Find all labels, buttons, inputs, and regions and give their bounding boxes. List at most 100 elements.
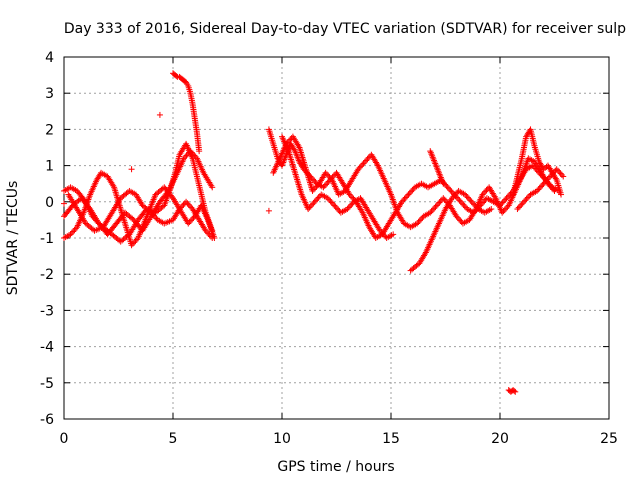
data-point (328, 199, 335, 206)
data-point (435, 200, 442, 207)
data-point (560, 173, 567, 180)
data-point (404, 193, 411, 200)
data-point (323, 171, 330, 178)
data-point (518, 201, 525, 208)
data-point (326, 174, 333, 181)
data-point (322, 169, 329, 176)
data-point (467, 197, 474, 204)
data-point (70, 228, 77, 235)
data-point (450, 193, 457, 200)
data-point (265, 207, 272, 214)
data-point (381, 232, 388, 239)
data-point (415, 219, 422, 226)
data-point (437, 198, 444, 205)
data-point (332, 203, 339, 210)
data-point (327, 198, 334, 205)
data-point (402, 194, 409, 201)
data-point (457, 217, 464, 224)
data-point (502, 196, 509, 203)
data-point (414, 220, 421, 227)
data-point (558, 172, 565, 179)
data-point (187, 203, 194, 210)
data-point (529, 162, 536, 169)
data-point (463, 193, 470, 200)
data-point (315, 194, 322, 201)
data-point (71, 227, 78, 234)
x-axis-label: GPS time / hours (277, 459, 394, 475)
data-point (129, 215, 136, 222)
data-point (184, 200, 191, 207)
data-point (307, 203, 314, 210)
y-tick-label: 2 (45, 122, 54, 138)
data-point (390, 231, 397, 238)
data-point (202, 227, 209, 234)
data-point (209, 184, 216, 191)
data-point (449, 195, 456, 202)
y-tick-label: 4 (45, 50, 54, 66)
data-point (346, 191, 353, 198)
data-point (440, 180, 447, 187)
data-point (554, 167, 561, 174)
data-point (363, 157, 370, 164)
data-point (180, 201, 187, 208)
data-point (324, 179, 331, 186)
data-point (431, 205, 438, 212)
data-point (547, 183, 554, 190)
data-point (432, 203, 439, 210)
data-point (309, 187, 316, 194)
x-tick-label: 5 (169, 431, 178, 447)
data-point (400, 197, 407, 204)
data-point (312, 185, 319, 192)
data-point (321, 182, 328, 189)
data-point (379, 230, 386, 237)
data-point (524, 194, 531, 201)
data-point (547, 173, 554, 180)
data-point (512, 388, 519, 395)
data-point (453, 213, 460, 220)
data-point (466, 195, 473, 202)
data-point (457, 198, 464, 205)
data-point (455, 195, 462, 202)
data-point (445, 185, 452, 192)
data-point (349, 194, 356, 201)
data-point (128, 166, 135, 173)
data-point (482, 188, 489, 195)
data-point (325, 172, 332, 179)
data-point (173, 73, 180, 80)
data-point (359, 161, 366, 168)
data-point (545, 174, 552, 181)
data-point (488, 206, 495, 213)
data-point (441, 196, 448, 203)
data-point (539, 182, 546, 189)
data-point (514, 206, 521, 213)
data-point (429, 206, 436, 213)
y-tick-label: -5 (40, 376, 54, 392)
chart-title: Day 333 of 2016, Sidereal Day-to-day VTE… (64, 21, 626, 37)
x-tick-label: 25 (600, 431, 618, 447)
data-point (68, 229, 75, 236)
data-point (440, 195, 447, 202)
x-tick-label: 0 (60, 431, 69, 447)
data-point (461, 203, 468, 210)
y-tick-label: -6 (40, 412, 54, 428)
data-point (185, 201, 192, 208)
data-point (540, 180, 547, 187)
data-point (500, 198, 507, 205)
data-point (472, 203, 479, 210)
data-point (500, 208, 507, 215)
data-point (189, 216, 196, 223)
x-tick-labels: 0 5 10 15 20 25 (60, 431, 618, 447)
data-point (67, 231, 74, 238)
data-point (456, 197, 463, 204)
data-point (320, 184, 327, 191)
y-tick-label: 3 (45, 86, 54, 102)
data-point (355, 166, 362, 173)
data-point (183, 198, 190, 205)
data-point (156, 111, 163, 118)
data-point (314, 195, 321, 202)
data-points (61, 70, 567, 395)
x-tick-label: 20 (491, 431, 509, 447)
data-point (132, 237, 139, 244)
data-point (344, 206, 351, 213)
